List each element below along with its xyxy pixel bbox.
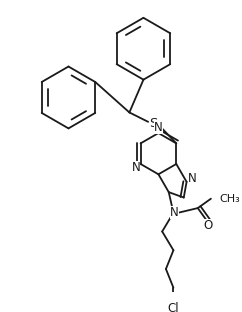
Text: O: O — [204, 219, 213, 232]
Text: CH₃: CH₃ — [219, 194, 240, 204]
Text: N: N — [188, 172, 197, 185]
Text: N: N — [154, 121, 163, 134]
Text: Cl: Cl — [168, 302, 179, 312]
Text: N: N — [131, 161, 140, 174]
Text: N: N — [170, 206, 179, 219]
Text: S: S — [150, 117, 158, 130]
